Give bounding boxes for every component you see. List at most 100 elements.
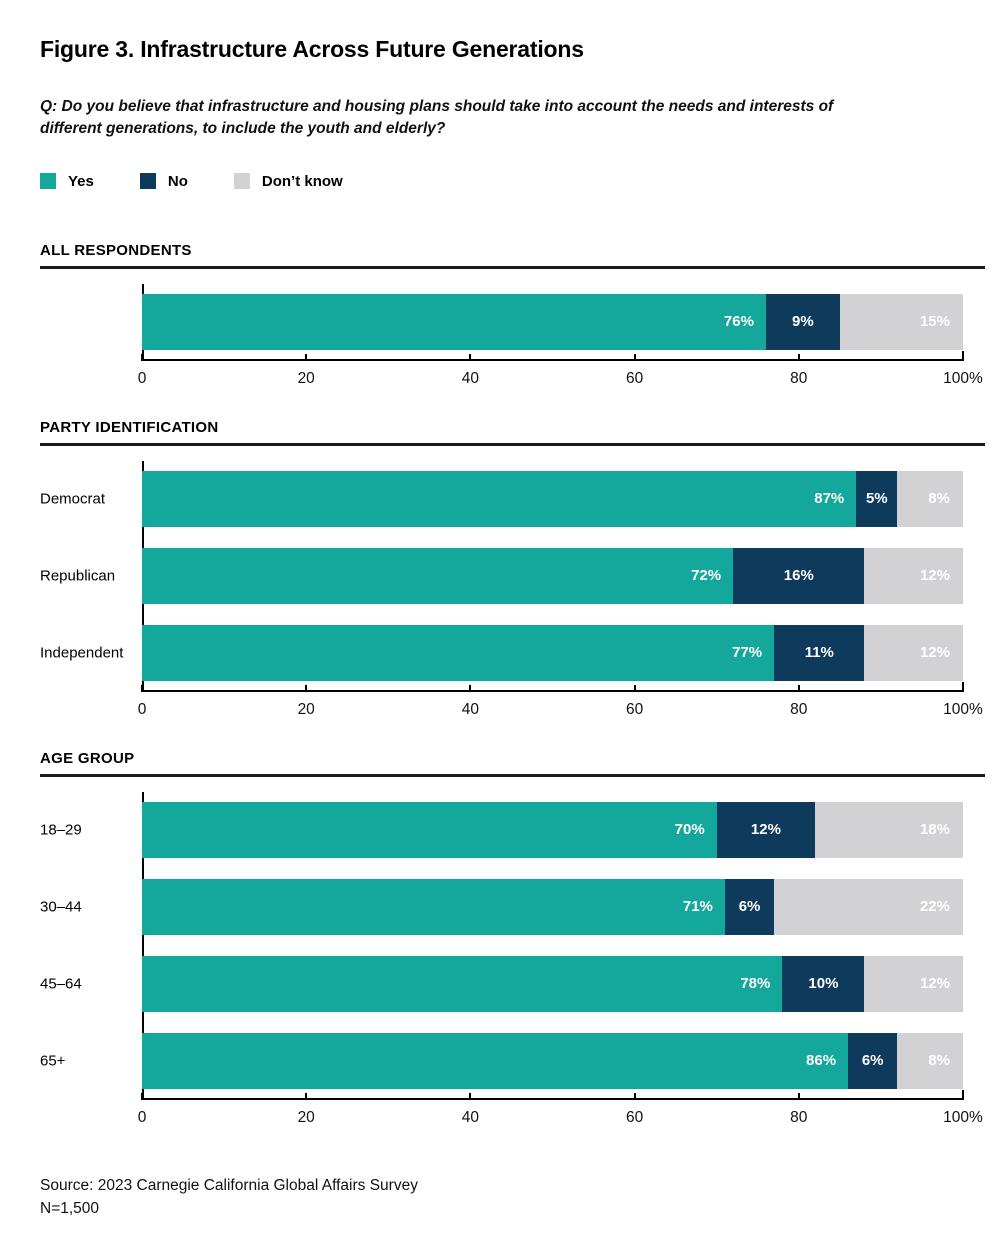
bar-segment: 12% <box>716 801 816 858</box>
bar-segment: 15% <box>839 293 963 350</box>
bar-row: 30–44 71% 6% 22% <box>40 878 963 935</box>
axis-tick-label: 60 <box>625 1108 644 1126</box>
legend-swatch-icon <box>40 173 56 190</box>
bar-segment: 12% <box>864 955 963 1012</box>
bar-row-label: Republican <box>40 567 116 585</box>
bar-segment: 10% <box>782 955 865 1012</box>
bar-segment-label: 22% <box>919 898 950 916</box>
bar-row: 65+ 86% 6% 8% <box>40 1032 963 1089</box>
bar-segment: 77% <box>142 624 775 681</box>
bar-segment: 72% <box>142 547 734 604</box>
axis-tick <box>962 681 964 692</box>
bar-segment-label: 6% <box>738 898 761 916</box>
bar-row: Democrat 87% 5% 8% <box>40 470 963 527</box>
axis-tick <box>305 1092 308 1100</box>
bar-segment: 87% <box>142 470 857 527</box>
axis-tick <box>141 684 143 692</box>
axis-tick <box>469 684 472 692</box>
axis-tick-label: 0 <box>137 700 147 718</box>
bar-segment-label: 78% <box>740 975 771 993</box>
bar-segment-label: 87% <box>814 490 845 508</box>
bar-segment-label: 76% <box>723 313 754 331</box>
bar-segment: 76% <box>142 293 766 350</box>
bar-segment-label: 70% <box>674 821 705 839</box>
axis-tick <box>469 353 472 361</box>
legend-item: Don’t know <box>233 173 343 190</box>
axis-tick-label: 80 <box>790 1108 808 1126</box>
plot-area: 76% 9% 15% <box>142 283 963 359</box>
bar-segment-label: 77% <box>732 644 763 662</box>
axis-tick-label: 20 <box>297 369 315 387</box>
section-header: PARTY IDENTIFICATION <box>40 418 219 436</box>
bar-row-label: Democrat <box>40 490 106 508</box>
axis-tick-label: 40 <box>461 1108 480 1126</box>
bar-segment-label: 8% <box>928 1052 950 1070</box>
axis-tick-label: 80 <box>790 369 808 387</box>
legend-swatch-icon <box>233 173 250 190</box>
axis-tick-label: 0 <box>137 1108 147 1126</box>
bar-row-label: Independent <box>40 644 124 662</box>
bar-row: Independent 77% 11% 12% <box>40 624 963 681</box>
axis-tick-label: 100% <box>943 700 983 718</box>
axis-tick-label: 20 <box>297 1108 315 1126</box>
bar-segment: 6% <box>724 878 775 935</box>
section-header: ALL RESPONDENTS <box>40 241 192 259</box>
bar-segment: 22% <box>774 878 963 935</box>
legend-label: Yes <box>68 172 94 190</box>
bar-segment: 12% <box>864 624 963 681</box>
bar-row: Republican 72% 16% 12% <box>40 547 963 604</box>
plot-area: Democrat 87% 5% 8% Republican 72% 16% 12% Indepe… <box>40 460 963 690</box>
plot-area: 18–29 70% 12% 18% 30–44 71% 6% 22% 45–64 78% 10% 12… <box>40 791 963 1098</box>
legend-item: No <box>139 172 188 190</box>
bar-segment: 6% <box>848 1032 898 1089</box>
legend-label: No <box>167 172 188 190</box>
bar-row-label: 30–44 <box>40 898 82 916</box>
bar-segment-label: 5% <box>865 490 888 508</box>
section-rule <box>40 773 985 777</box>
axis-tick-label: 40 <box>461 700 480 718</box>
x-axis: 0 20 40 60 80 100% <box>138 1089 983 1128</box>
axis-tick <box>305 353 308 361</box>
survey-question: Q: Do you believe that infrastructure an… <box>40 98 834 138</box>
axis-tick-label: 80 <box>790 700 808 718</box>
bar-segment: 18% <box>815 801 963 858</box>
bar-segment: 86% <box>142 1032 849 1089</box>
bar-segment-label: 72% <box>691 567 722 585</box>
bar-segment: 11% <box>774 624 865 681</box>
source-note: Source: 2023 Carnegie California Global … <box>40 1176 418 1194</box>
figure-footer: Source: 2023 Carnegie California Global … <box>40 1174 985 1221</box>
axis-tick-label: 40 <box>461 369 480 387</box>
legend-swatch-icon <box>139 173 156 190</box>
bar-segment-label: 71% <box>682 898 713 916</box>
bar-segment-label: 10% <box>808 975 839 993</box>
axis-tick <box>797 1092 800 1100</box>
axis-tick <box>469 1092 472 1100</box>
axis-tick-label: 20 <box>297 700 315 718</box>
bar-segment: 8% <box>897 1032 963 1089</box>
bar-segment-label: 12% <box>919 644 950 662</box>
x-axis: 0 20 40 60 80 100% <box>138 681 983 720</box>
bar-segment-label: 11% <box>804 644 834 662</box>
axis-tick <box>633 1092 636 1100</box>
axis-tick-label: 100% <box>943 369 983 387</box>
y-axis-line <box>142 791 144 1098</box>
bar-segment-label: 18% <box>919 821 950 839</box>
axis-tick <box>962 1089 964 1100</box>
axis-tick <box>141 353 143 361</box>
section-rule <box>40 265 985 269</box>
bar-segment: 8% <box>897 470 963 527</box>
chart-section: ALL RESPONDENTS 76% 9% 15% 0 20 40 60 80 100% <box>40 242 985 389</box>
section-header: AGE GROUP <box>40 749 135 767</box>
axis-tick-label: 100% <box>943 1108 983 1126</box>
bar-row: 76% 9% 15% <box>142 293 963 350</box>
section-rule <box>40 442 985 446</box>
axis-tick-label: 60 <box>625 369 644 387</box>
bar-segment-label: 12% <box>750 821 781 839</box>
bar-row-label: 65+ <box>40 1052 66 1070</box>
bar-segment: 16% <box>733 547 865 604</box>
bar-segment-label: 86% <box>806 1052 837 1070</box>
bar-row: 45–64 78% 10% 12% <box>40 955 963 1012</box>
chart-section: AGE GROUP 18–29 70% 12% 18% 30–44 71% 6% 22% 45–6… <box>40 750 985 1128</box>
bar-segment-label: 12% <box>919 567 950 585</box>
axis-tick <box>633 684 636 692</box>
